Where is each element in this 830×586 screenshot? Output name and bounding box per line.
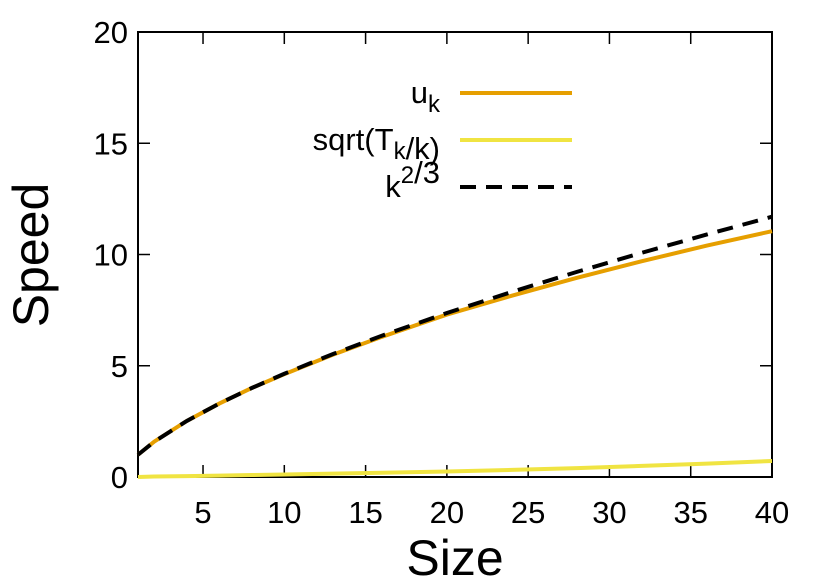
y-tick-label: 0 xyxy=(111,460,128,495)
x-tick-label: 25 xyxy=(511,495,545,530)
y-tick-label: 20 xyxy=(94,15,128,50)
x-tick-label: 5 xyxy=(194,495,211,530)
legend-label: sqrt(Tk/k) xyxy=(313,122,440,166)
x-axis-label: Size xyxy=(406,530,503,581)
y-tick-label: 15 xyxy=(94,126,128,161)
y-axis-label: Speed xyxy=(3,183,59,328)
series-line xyxy=(136,214,773,457)
x-tick-label: 15 xyxy=(348,495,382,530)
x-tick-label: 35 xyxy=(673,495,707,530)
x-tick-label: 30 xyxy=(592,495,626,530)
y-tick-label: 5 xyxy=(111,349,128,384)
x-tick-label: 40 xyxy=(755,495,789,530)
x-tick-label: 20 xyxy=(430,495,464,530)
series-line xyxy=(137,458,773,479)
x-tick-label: 10 xyxy=(267,495,301,530)
series-line xyxy=(136,229,773,457)
legend-label: k2/3 xyxy=(385,155,440,204)
legend-label: uk xyxy=(411,75,441,118)
y-tick-label: 10 xyxy=(94,238,128,273)
